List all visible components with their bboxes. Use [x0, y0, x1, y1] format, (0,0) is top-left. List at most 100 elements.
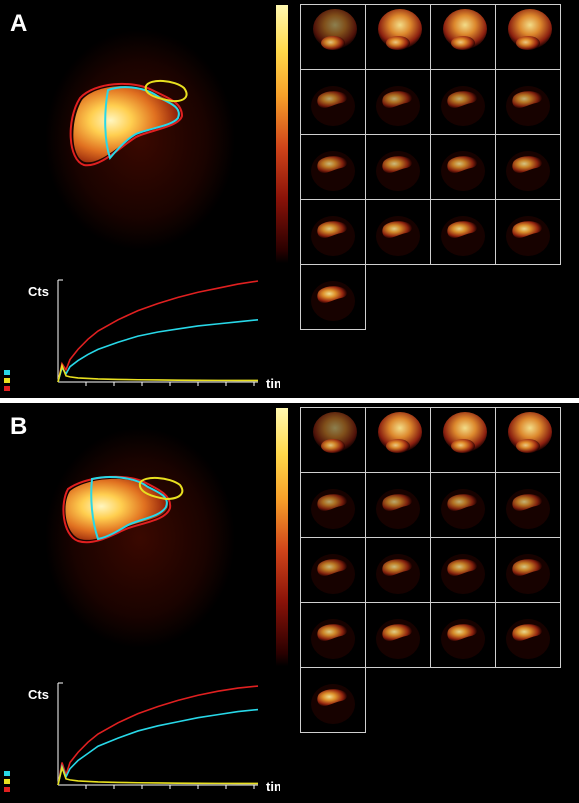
- series-line: [57, 318, 259, 383]
- frame-image: [441, 554, 485, 594]
- frame-image: [508, 9, 552, 50]
- frame-image: [376, 86, 420, 126]
- cyan-roi-outline: [104, 86, 180, 161]
- frame-image: [506, 86, 550, 126]
- frame-image: [378, 9, 422, 50]
- frame-image: [506, 151, 550, 191]
- frame-image: [441, 216, 485, 256]
- panel-b: B Cts time (min): [0, 403, 579, 801]
- frame-thumbnail: [495, 134, 561, 200]
- frame-image: [508, 412, 552, 453]
- legend-cyan: [4, 370, 10, 375]
- yellow-roi-outline: [138, 477, 184, 501]
- panel-label: A: [10, 10, 28, 37]
- frame-thumbnail: [300, 472, 366, 538]
- frame-image: [313, 9, 357, 50]
- color-scale-bar: [276, 408, 288, 666]
- frame-thumbnail: [495, 472, 561, 538]
- frame-thumbnail: [430, 134, 496, 200]
- legend-yellow: [4, 378, 10, 383]
- frame-thumbnail: [495, 537, 561, 603]
- frame-image: [376, 619, 420, 659]
- frame-thumbnail: [495, 407, 561, 473]
- legend-cyan: [4, 771, 10, 776]
- frame-image: [376, 554, 420, 594]
- frame-image: [443, 9, 487, 50]
- legend-yellow: [4, 779, 10, 784]
- series-line: [57, 685, 259, 786]
- roi-legend: [4, 771, 10, 795]
- frame-thumbnail: [365, 407, 431, 473]
- frame-image: [311, 554, 355, 594]
- frame-thumbnail: [300, 199, 366, 265]
- frame-thumbnail: [300, 264, 366, 330]
- frame-image: [378, 412, 422, 453]
- frame-thumbnail: [495, 69, 561, 135]
- frame-image: [506, 489, 550, 529]
- frame-thumbnail: [495, 4, 561, 70]
- frame-image: [311, 684, 355, 724]
- frame-thumbnail: [430, 472, 496, 538]
- frame-thumbnail: [300, 69, 366, 135]
- red-roi-outline: [62, 475, 172, 544]
- legend-red: [4, 386, 10, 391]
- panel-divider: [0, 398, 579, 403]
- roi-legend: [4, 370, 10, 394]
- legend-red: [4, 787, 10, 792]
- frame-thumbnail: [365, 602, 431, 668]
- frame-image: [311, 86, 355, 126]
- frame-thumbnail: [430, 69, 496, 135]
- frame-thumbnail: [365, 199, 431, 265]
- frame-image: [311, 619, 355, 659]
- frame-image: [376, 216, 420, 256]
- time-activity-chart: Cts time (min): [28, 682, 280, 794]
- frame-thumbnail: [430, 4, 496, 70]
- red-roi-outline: [69, 82, 184, 167]
- frame-image: [376, 489, 420, 529]
- frame-thumbnail: [430, 602, 496, 668]
- panel-a: A Cts time (min): [0, 0, 579, 398]
- series-line: [57, 363, 258, 383]
- liver-scan-image: [45, 30, 235, 250]
- frame-thumbnail: [430, 407, 496, 473]
- frame-image: [441, 489, 485, 529]
- series-line: [57, 708, 259, 786]
- frame-thumbnail: [365, 472, 431, 538]
- time-activity-chart: Cts time (min): [28, 279, 280, 391]
- frame-thumbnail: [300, 537, 366, 603]
- frame-image: [443, 412, 487, 453]
- frame-thumbnail: [365, 4, 431, 70]
- frame-image: [506, 619, 550, 659]
- y-axis-label: Cts: [28, 284, 49, 299]
- frame-thumbnail: [300, 407, 366, 473]
- frame-thumbnail: [300, 134, 366, 200]
- frame-thumbnail: [430, 199, 496, 265]
- cyan-roi-outline: [90, 476, 168, 541]
- frame-thumbnail: [365, 537, 431, 603]
- frame-thumbnail: [365, 69, 431, 135]
- frame-image: [311, 489, 355, 529]
- frame-image: [506, 554, 550, 594]
- frame-thumbnail: [300, 4, 366, 70]
- frame-image: [441, 86, 485, 126]
- frame-thumbnail: [365, 134, 431, 200]
- frame-thumbnail: [300, 667, 366, 733]
- color-scale-bar: [276, 5, 288, 263]
- yellow-roi-outline: [144, 80, 188, 103]
- series-line: [57, 764, 258, 786]
- frame-image: [376, 151, 420, 191]
- frame-thumbnail: [300, 602, 366, 668]
- frame-image: [311, 216, 355, 256]
- frame-image: [506, 216, 550, 256]
- frame-image: [441, 151, 485, 191]
- series-line: [57, 280, 259, 383]
- x-axis-label: time (min): [266, 376, 280, 391]
- y-axis-label: Cts: [28, 687, 49, 702]
- liver-scan-image: [45, 428, 235, 648]
- panel-label: B: [10, 413, 28, 440]
- frame-thumbnail: [430, 537, 496, 603]
- frame-image: [311, 281, 355, 321]
- frame-thumbnail: [495, 199, 561, 265]
- x-axis-label: time (min): [266, 779, 280, 794]
- frame-image: [311, 151, 355, 191]
